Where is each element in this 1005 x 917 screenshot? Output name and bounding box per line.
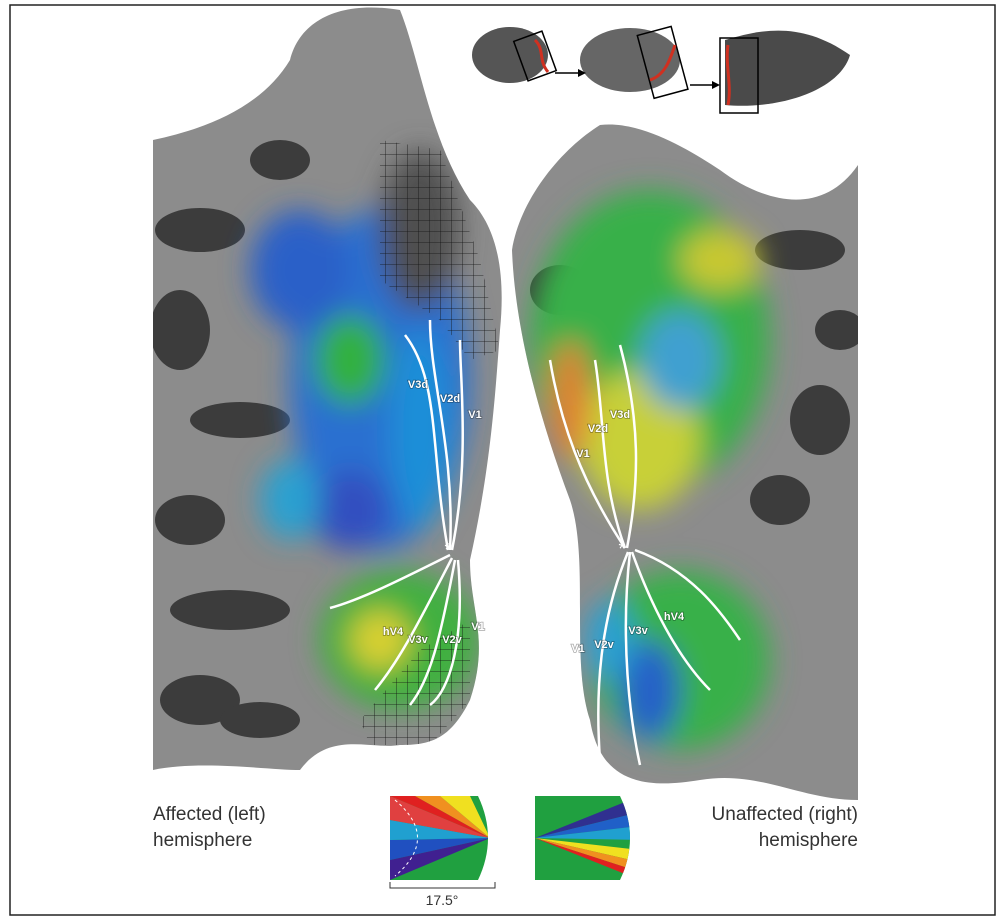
figure: 17.5° Affected (left) hemisphere Unaffec…: [0, 0, 1005, 917]
right-caption: Unaffected (right): [712, 804, 858, 825]
scale-bar: [390, 882, 495, 888]
left-legend: [390, 796, 500, 880]
scale-bar-label: 17.5°: [426, 892, 459, 908]
fovea-marker: *: [444, 540, 451, 560]
area-label: V3v: [408, 634, 428, 646]
left-flatmap: [150, 0, 510, 780]
brain-insets: [472, 26, 850, 113]
area-label: V1: [576, 448, 589, 460]
right-caption: hemisphere: [759, 830, 858, 851]
area-label: V3d: [408, 379, 428, 391]
right-flatmap: [505, 100, 865, 810]
area-label: V1: [571, 643, 584, 655]
area-label: V1: [471, 621, 484, 633]
area-label: hV4: [664, 611, 685, 623]
left-caption: hemisphere: [153, 830, 252, 851]
area-label: V2d: [588, 423, 608, 435]
area-label: V3d: [610, 409, 630, 421]
area-label: V1: [468, 409, 481, 421]
area-label: V2d: [440, 393, 460, 405]
area-label: V2v: [594, 639, 614, 651]
right-legend: [535, 796, 645, 880]
area-label: V2v: [442, 634, 462, 646]
area-label: V3v: [628, 625, 648, 637]
left-caption: Affected (left): [153, 804, 266, 825]
area-label: hV4: [383, 626, 404, 638]
fovea-marker: *: [618, 539, 625, 559]
